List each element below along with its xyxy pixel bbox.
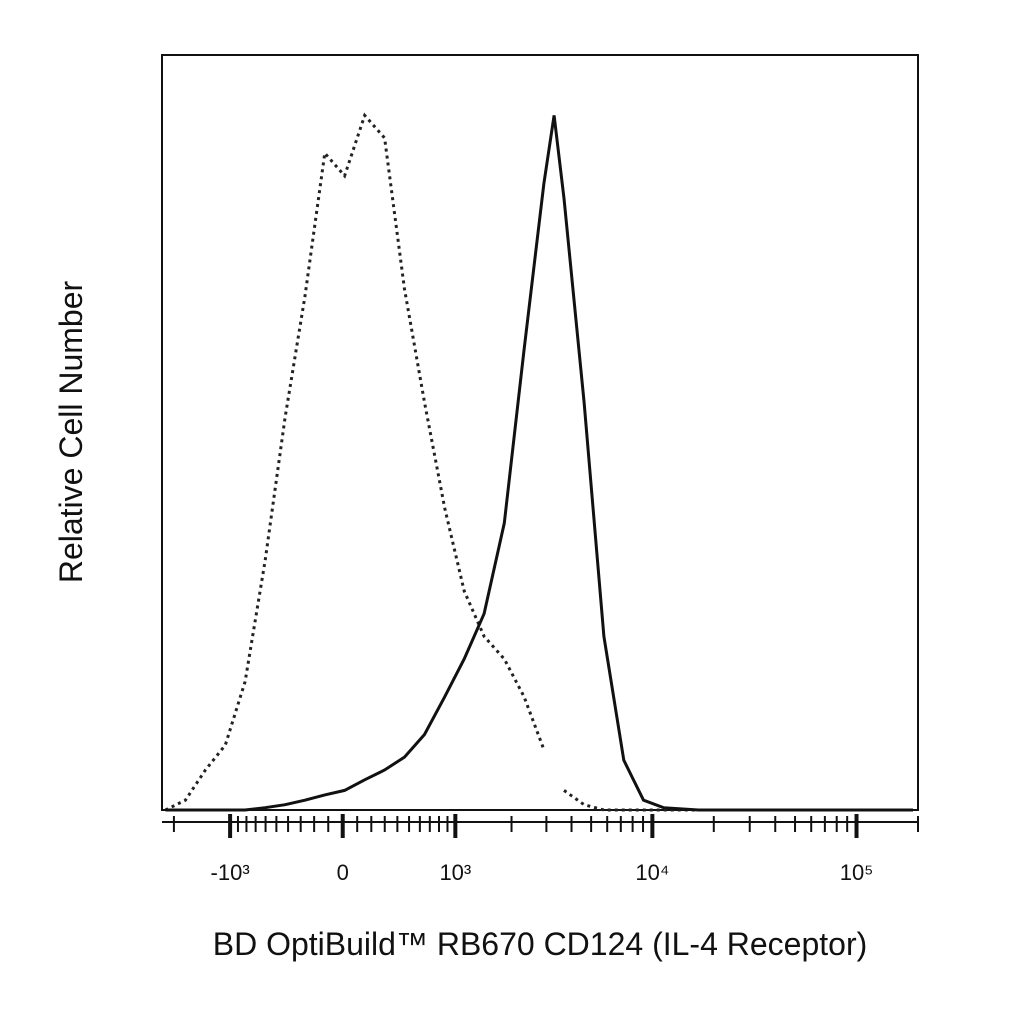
y-axis-title: Relative Cell Number bbox=[53, 280, 89, 583]
x-axis-title: BD OptiBuild™ RB670 CD124 (IL-4 Receptor… bbox=[213, 926, 868, 962]
histogram-curve bbox=[165, 115, 913, 812]
x-tick-label: 0 bbox=[337, 860, 349, 885]
plot-frame bbox=[161, 54, 919, 811]
x-tick-label: -10³ bbox=[211, 860, 250, 885]
x-tick-label: 10³ bbox=[439, 860, 471, 885]
x-tick-label: 10⁴ bbox=[635, 860, 669, 885]
x-tick-label: 10⁵ bbox=[840, 860, 874, 885]
